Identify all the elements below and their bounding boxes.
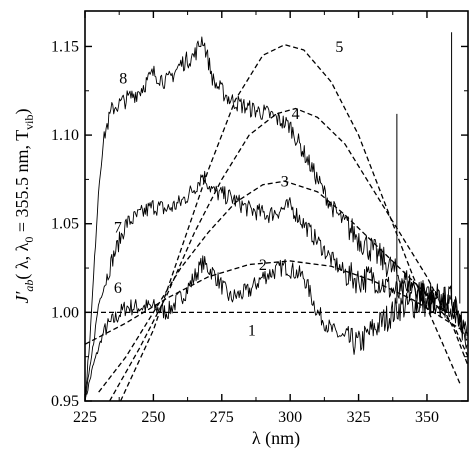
curve-label-4: 4 [292, 106, 300, 123]
y-axis-title-args2: = 355.5 nm, T [12, 130, 32, 237]
series-6-line [85, 255, 468, 401]
svg-text:J′ab( λ, λ0 = 355.5 nm, Tvib): J′ab( λ, λ0 = 355.5 nm, Tvib) [12, 108, 36, 303]
x-tick-label-225: 225 [73, 409, 97, 426]
series-3-line [98, 180, 468, 393]
curve-label-6: 6 [114, 280, 122, 297]
x-tick-label-300: 300 [278, 409, 302, 426]
curve-label-8: 8 [119, 71, 127, 88]
curve-label-2: 2 [259, 257, 267, 274]
series-5-line [119, 44, 461, 401]
series-2-line [85, 260, 468, 345]
x-tick-label-350: 350 [415, 409, 439, 426]
y-axis-title-sub-0: 0 [22, 237, 36, 243]
y-tick-label-1.1: 1.10 [51, 127, 79, 144]
y-axis-title-main: J′ [12, 291, 32, 304]
x-tick-label-250: 250 [141, 409, 165, 426]
curve-label-5: 5 [335, 39, 343, 56]
series-7-line [85, 170, 468, 400]
curve-labels: 1 2 3 4 5 6 7 8 [114, 39, 344, 340]
y-tick-label-1.15: 1.15 [51, 38, 79, 55]
y-axis-title-sub-ab: ab [22, 280, 36, 292]
y-axis-title-sub-vib: vib [22, 114, 36, 129]
x-tick-label-275: 275 [210, 409, 234, 426]
curve-label-3: 3 [281, 174, 289, 191]
curves [85, 32, 468, 401]
y-axis-title: J′ab( λ, λ0 = 355.5 nm, Tvib) [12, 108, 36, 303]
curve-label-7: 7 [114, 220, 122, 237]
y-tick-label-1.05: 1.05 [51, 216, 79, 233]
y-tick-label-1: 1.00 [51, 304, 79, 321]
x-axis-title: λ (nm) [252, 428, 300, 449]
series-8-line [85, 36, 468, 401]
series-4-line [109, 107, 468, 401]
plot-frame [84, 10, 469, 402]
y-axis-title-args: ( λ, λ [12, 242, 33, 279]
y-tick-label-0.95: 0.95 [51, 393, 79, 410]
curve-label-1: 1 [248, 322, 256, 339]
y-axis-title-close: ) [12, 108, 33, 114]
x-tick-label-325: 325 [347, 409, 371, 426]
